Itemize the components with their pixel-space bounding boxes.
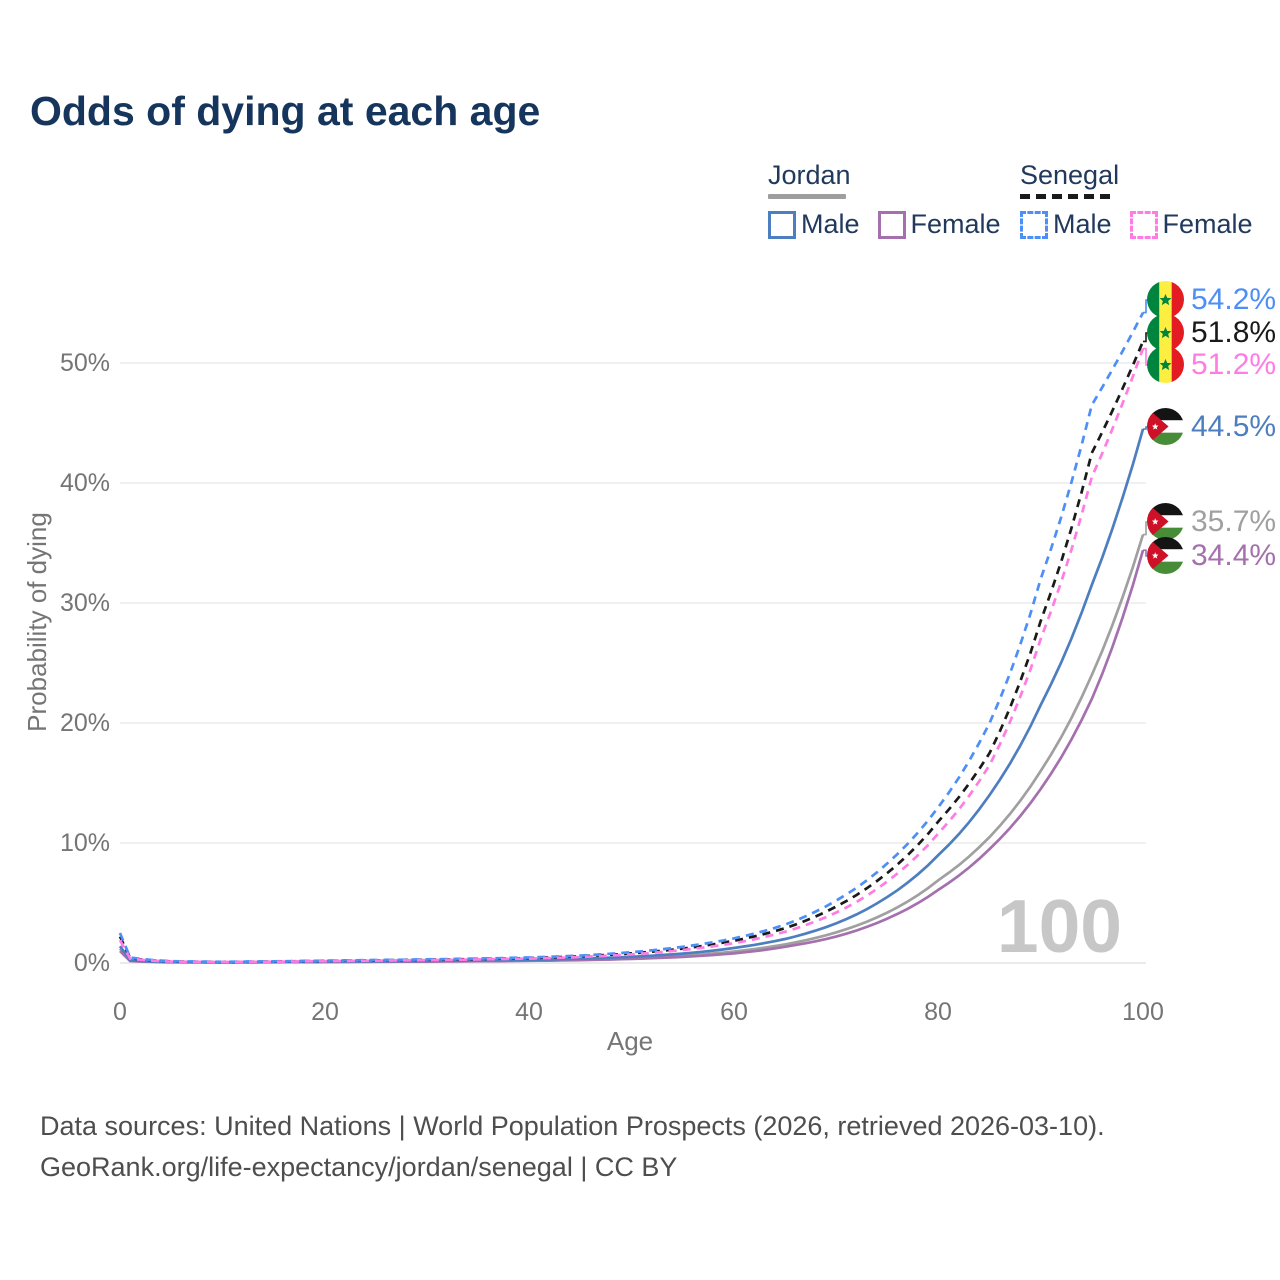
legend-item-senegal-female[interactable]: Female	[1129, 209, 1253, 240]
end-value: 51.2%	[1191, 347, 1277, 381]
end-label-jordan-female: 34.4%	[1147, 537, 1276, 574]
legend-item-jordan-female[interactable]: Female	[877, 209, 1001, 240]
license-line: GeoRank.org/life-expectancy/jordan/seneg…	[40, 1152, 678, 1182]
series-line-senegal-both-sexes	[118, 340, 1145, 964]
end-label-jordan-male: 44.5%	[1147, 408, 1276, 445]
series-curves	[118, 311, 1145, 964]
jordan-male-swatch	[768, 210, 796, 239]
legend-header-jordan: Jordan	[768, 160, 851, 190]
series-line-jordan-female	[119, 549, 1145, 964]
y-tick: 40%	[60, 469, 110, 497]
end-value: 35.7%	[1191, 504, 1277, 538]
end-label-senegal-both: 51.8%	[1147, 314, 1276, 351]
senegal-flag-icon	[1147, 314, 1184, 351]
jordan-flag-icon	[1147, 537, 1184, 574]
x-axis-title: Age	[607, 1026, 653, 1056]
source-attribution: Data sources: United Nations | World Pop…	[40, 1106, 1105, 1188]
jordan-flag-icon	[1147, 503, 1184, 540]
senegal-male-swatch	[1020, 210, 1048, 239]
x-tick: 0	[113, 998, 127, 1026]
end-value: 54.2%	[1191, 282, 1277, 316]
end-value: 51.8%	[1191, 315, 1277, 349]
series-line-senegal-male	[118, 311, 1145, 964]
jordan-female-swatch	[877, 210, 906, 239]
legend-group-jordan: Jordan Male Female	[768, 160, 1001, 240]
y-tick: 30%	[60, 589, 110, 617]
legend-label: Female	[910, 209, 1001, 239]
y-tick: 20%	[60, 709, 110, 737]
senegal-flag-icon	[1147, 281, 1184, 318]
x-tick: 40	[515, 998, 543, 1026]
x-tick: 60	[720, 998, 748, 1026]
x-tick: 100	[1122, 998, 1164, 1026]
x-tick: 20	[311, 998, 339, 1026]
senegal-line-swatch	[1020, 194, 1110, 199]
age-counter-watermark: 100	[997, 884, 1122, 968]
jordan-flag-icon	[1147, 408, 1184, 445]
legend-label: Female	[1162, 209, 1253, 239]
y-tick: 50%	[60, 349, 110, 377]
legend-item-jordan-male[interactable]: Male	[768, 209, 860, 240]
legend-header-senegal: Senegal	[1020, 160, 1120, 190]
end-label-senegal-male: 54.2%	[1147, 281, 1276, 318]
end-value: 44.5%	[1191, 409, 1277, 443]
senegal-female-swatch	[1129, 210, 1158, 239]
y-tick: 0%	[74, 949, 110, 977]
senegal-flag-icon	[1147, 346, 1184, 383]
end-label-senegal-female: 51.2%	[1147, 346, 1276, 383]
y-axis-title: Probability of dying	[22, 512, 52, 732]
x-tick: 80	[924, 998, 952, 1026]
legend-label: Male	[801, 209, 860, 239]
page-title: Odds of dying at each age	[30, 88, 541, 134]
legend-group-senegal: Senegal Male Female	[1020, 160, 1253, 240]
y-tick: 10%	[60, 829, 110, 857]
series-line-jordan-both-sexes	[118, 534, 1145, 964]
legend-label: Male	[1053, 209, 1112, 239]
series-line-jordan-male	[118, 428, 1145, 964]
series-line-senegal-female	[118, 348, 1145, 964]
jordan-line-swatch	[768, 194, 846, 199]
gridlines	[120, 362, 1146, 964]
legend-item-senegal-male[interactable]: Male	[1020, 209, 1112, 240]
end-value: 34.4%	[1191, 538, 1277, 572]
data-sources-line: Data sources: United Nations | World Pop…	[40, 1111, 1105, 1141]
end-label-jordan-both: 35.7%	[1147, 503, 1276, 540]
